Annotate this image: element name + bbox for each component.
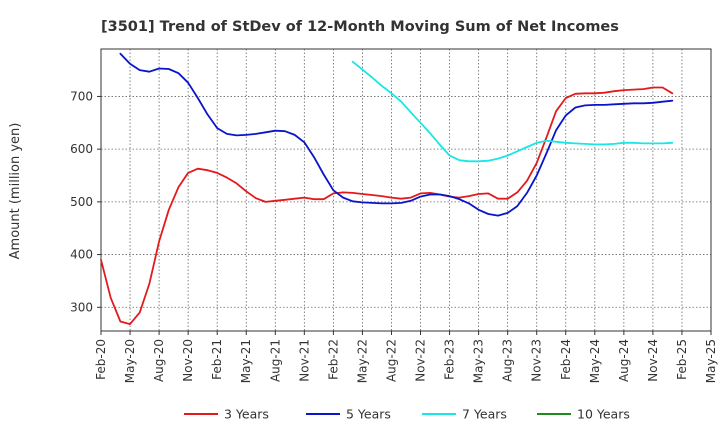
legend: 3 Years 5 Years 7 Years 10 Years (184, 407, 630, 422)
x-tick-label: May-25 (704, 339, 718, 383)
x-tick-label: Nov-21 (297, 339, 311, 382)
series-lines (100, 52, 674, 325)
x-tick-label: Nov-23 (530, 339, 544, 382)
x-tick-label: Feb-23 (443, 339, 457, 380)
axes (97, 48, 712, 335)
legend-label-1: 3 Years (224, 407, 269, 422)
x-tick-label: May-22 (355, 339, 369, 383)
x-tick-label: Aug-22 (384, 339, 398, 382)
x-tick-label: May-24 (588, 339, 602, 383)
series-line-2 (119, 52, 674, 217)
x-tick-label: Aug-20 (152, 339, 166, 382)
x-tick-label: Nov-22 (414, 339, 428, 382)
y-tick-label: 600 (70, 142, 93, 156)
x-tick-label: Aug-23 (501, 339, 515, 382)
y-tick-label: 300 (70, 300, 93, 314)
chart-title: [3501] Trend of StDev of 12-Month Moving… (101, 19, 619, 35)
x-tick-label: Feb-25 (675, 339, 689, 380)
x-tick-label: Feb-22 (326, 339, 340, 380)
x-tick-label: May-20 (123, 339, 137, 383)
grid-lines (101, 49, 712, 331)
y-axis-label: Amount (million yen) (8, 123, 23, 260)
x-tick-label: Nov-24 (646, 339, 660, 382)
series-line-1 (100, 86, 674, 325)
x-tick-label: Feb-20 (94, 339, 108, 380)
legend-label-2: 5 Years (346, 407, 391, 422)
x-tick-label: Feb-24 (559, 339, 573, 380)
y-tick-label: 700 (70, 89, 93, 103)
x-tick-label: Aug-24 (617, 339, 631, 382)
x-tick-label: May-21 (239, 339, 253, 383)
y-tick-label: 400 (70, 248, 93, 262)
legend-label-3: 7 Years (462, 407, 507, 422)
y-tick-label: 500 (70, 195, 93, 209)
tick-labels: Feb-20 May-20 Aug-20 Nov-20 Feb-21 May-21 Aug-… (70, 89, 718, 383)
legend-label-4: 10 Years (577, 407, 630, 422)
x-tick-label: Aug-21 (268, 339, 282, 382)
x-tick-label: Nov-20 (181, 339, 195, 382)
x-tick-label: May-23 (472, 339, 486, 383)
x-tick-label: Feb-21 (210, 339, 224, 380)
plot-frame (100, 48, 712, 332)
series-line-3 (351, 60, 674, 163)
